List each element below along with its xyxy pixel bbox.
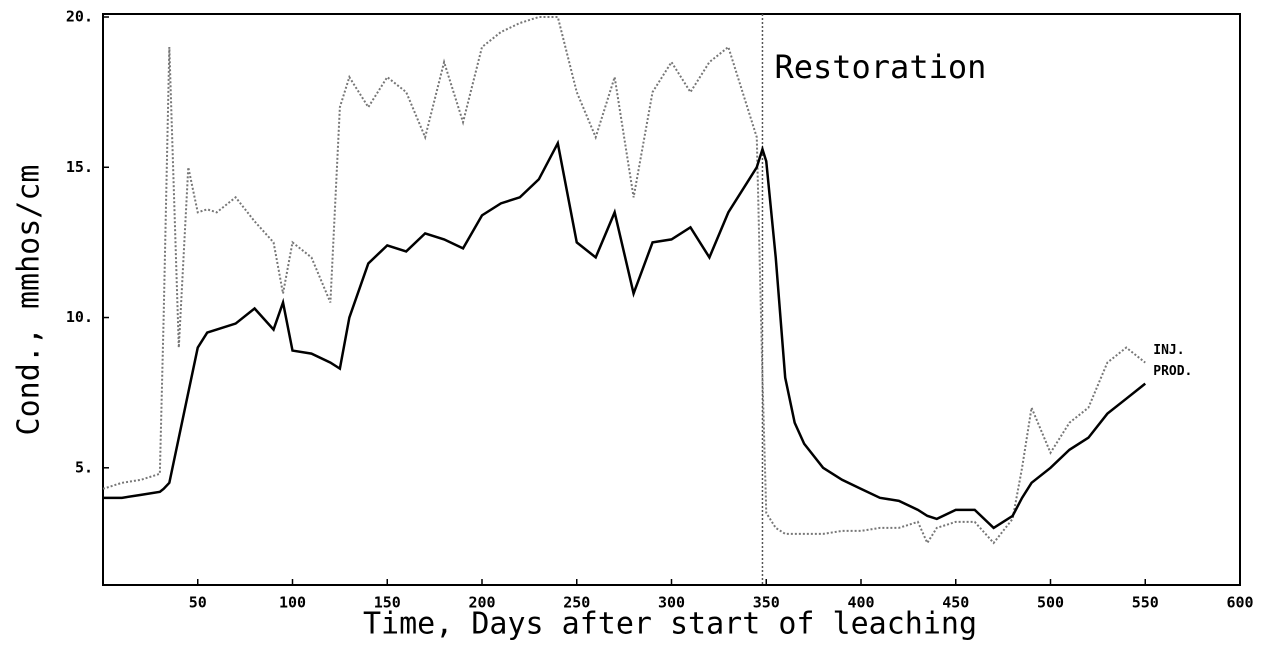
legend-label: INJ. [1153,343,1184,358]
plot-frame [102,13,1241,586]
series-line [102,16,1146,546]
x-tick-label: 550 [1132,594,1159,612]
y-tick-label: 5. [75,458,93,476]
annotation: Restoration [774,48,986,86]
x-tick-label: 200 [468,594,495,612]
x-tick-label: 500 [1037,594,1064,612]
x-tick-label: 300 [658,594,685,612]
x-tick-label: 100 [279,594,306,612]
x-tick-label: 250 [563,594,590,612]
y-tick-label: 10. [66,308,93,326]
x-tick-label: 450 [942,594,969,612]
legend-label: PROD. [1153,364,1192,379]
y-axis-title: Cond., mmhos/cm [12,165,47,436]
x-tick-label: 350 [753,594,780,612]
y-tick-label: 20. [66,8,93,26]
x-tick-label: 150 [374,594,401,612]
x-axis-title: Time, Days after start of leaching [363,607,977,642]
x-tick-label: 600 [1226,594,1253,612]
x-tick-label: 400 [847,594,874,612]
series-line [103,139,1147,530]
x-tick-label: 50 [189,594,207,612]
y-tick-label: 15. [66,158,93,176]
